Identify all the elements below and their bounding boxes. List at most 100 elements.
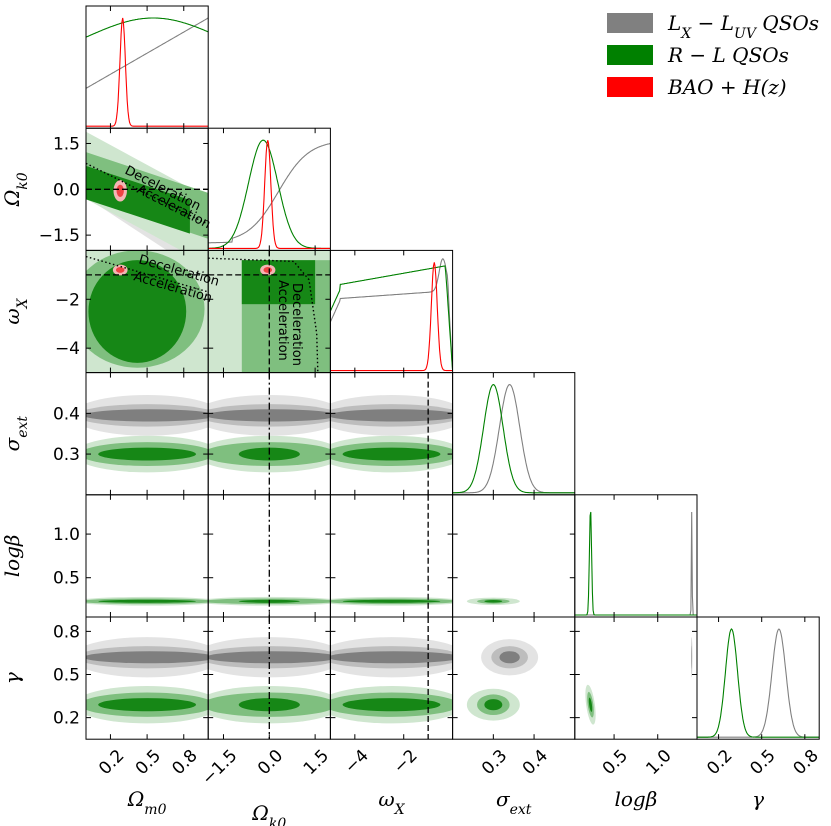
y-tick-label: −1.5 — [39, 226, 80, 246]
panel-frame — [452, 372, 576, 496]
marginal-curve-c808080 — [86, 17, 209, 89]
green-contour-inner — [86, 165, 190, 234]
marginal-curve-cff0000 — [330, 262, 453, 372]
x-tick-label: −1.5 — [198, 746, 241, 789]
green-contour-inner — [484, 699, 503, 711]
marginal-Ok — [208, 139, 331, 249]
green-contour-inner — [342, 447, 441, 461]
panel-Ok-sig — [208, 372, 331, 495]
panel-Om-lb — [86, 596, 209, 606]
marginal-curve-cff0000 — [86, 17, 209, 127]
x-tick-label: 0.2 — [95, 746, 128, 779]
axis-label-subscript: k0 — [269, 816, 286, 826]
panel-Ok-wX — [208, 250, 331, 373]
axis-label-subscript: m0 — [144, 802, 166, 818]
axis-label-subscript: X — [15, 297, 31, 309]
axis-label-subscript: ext — [15, 416, 31, 438]
green-contour-inner — [88, 260, 187, 363]
green-contour-inner — [98, 698, 196, 712]
panel-wX-lb — [330, 494, 453, 617]
green-contour-inner — [342, 698, 441, 712]
y-tick-label: 0.5 — [53, 569, 80, 589]
panel-frame — [452, 494, 576, 618]
legend-label: R − L QSOs — [667, 43, 789, 67]
x-axis-label-lb: logβ — [614, 787, 657, 811]
deceleration-acceleration-boundary — [208, 257, 319, 373]
x-tick-label: 1.5 — [300, 746, 333, 779]
legend-swatch — [607, 77, 653, 97]
axis-label-subscript: X — [394, 802, 406, 818]
panel-frame — [452, 616, 576, 740]
red-contour-inner — [115, 267, 125, 273]
x-tick-label: 0.0 — [254, 746, 287, 779]
grey-contour-inner — [330, 651, 453, 664]
green-contour-inner — [342, 599, 441, 603]
marginal-curve-cff0000 — [208, 140, 331, 249]
green-contour-inner — [98, 599, 196, 603]
y-tick-label: 0.2 — [53, 709, 80, 729]
panel-frame — [329, 249, 454, 374]
x-tick-label: 0.2 — [703, 746, 736, 779]
grey-contour-inner — [691, 645, 693, 669]
y-tick-label: 1.0 — [53, 525, 80, 545]
x-tick-label: 1.0 — [642, 746, 675, 779]
legend-label: BAO + H(z) — [667, 75, 787, 99]
legend-label: LX − LUV QSOs — [667, 11, 819, 42]
x-tick-label: 0.4 — [519, 746, 552, 779]
marginal-wX — [330, 258, 453, 372]
y-axis-label-lb: logβ — [0, 534, 24, 577]
red-contour-inner — [116, 184, 124, 197]
x-axis-label-Ok: Ωk0 — [251, 801, 286, 826]
grey-contour-inner — [330, 409, 453, 422]
panel-Om-gam — [86, 637, 209, 724]
y-tick-label: −4 — [55, 339, 80, 359]
marginal-curve-c008000 — [697, 628, 820, 738]
marginal-curve-c808080 — [697, 628, 820, 738]
y-tick-label: 1.5 — [53, 134, 80, 154]
green-contour-inner — [241, 260, 316, 305]
marginal-curve-c808080 — [452, 384, 575, 494]
green-contour-inner — [98, 447, 196, 461]
marginal-curve-c008000 — [330, 265, 453, 371]
deceleration-acceleration-boundary — [86, 255, 209, 293]
grey-contour-inner — [499, 651, 520, 664]
panel-sig-gam — [466, 639, 539, 721]
marginal-lb — [574, 511, 697, 616]
panel-Om-wX — [86, 250, 209, 373]
x-tick-label: 0.8 — [790, 746, 823, 779]
panel-Ok-lb — [208, 494, 331, 617]
marginal-curve-c008000 — [574, 511, 697, 616]
x-tick-label: 0.5 — [132, 746, 165, 779]
grey-contour-inner — [208, 651, 331, 664]
green-contour-inner — [588, 697, 593, 712]
x-axis-label-wX: ωX — [378, 787, 405, 818]
y-axis-label-sig: σext — [0, 416, 31, 452]
marginal-curve-c008000 — [452, 384, 575, 494]
panel-wX-sig — [330, 372, 453, 495]
panel-Om-sig — [86, 395, 209, 473]
x-axis-label-gam: γ — [752, 787, 764, 811]
x-tick-label: 0.3 — [478, 746, 511, 779]
deceleration-acceleration-boundary — [86, 162, 209, 226]
x-tick-label: −4 — [341, 746, 373, 778]
x-axis-label-sig: σext — [496, 787, 532, 818]
panel-lb-gam — [585, 637, 693, 725]
panel-wX-gam — [330, 617, 453, 740]
x-tick-label: 0.5 — [746, 746, 779, 779]
marginal-sig — [452, 384, 575, 494]
panel-Ok-gam — [208, 617, 331, 740]
marginal-curve-c008000 — [86, 17, 209, 38]
y-tick-label: 0.5 — [53, 666, 80, 686]
panel-sig-lb — [466, 597, 520, 605]
y-tick-label: 0.0 — [53, 180, 80, 200]
x-tick-label: 0.8 — [168, 746, 201, 779]
grey-contour-inner — [86, 651, 209, 664]
grey-contour-inner — [208, 409, 331, 422]
y-tick-label: −2 — [55, 290, 80, 310]
y-axis-label-Ok: Ωk0 — [0, 172, 31, 207]
legend-swatch — [607, 13, 653, 33]
axis-label-subscript: k0 — [15, 172, 31, 189]
panel-frame — [696, 616, 820, 740]
x-axis-label-Om: Ωm0 — [127, 787, 167, 818]
